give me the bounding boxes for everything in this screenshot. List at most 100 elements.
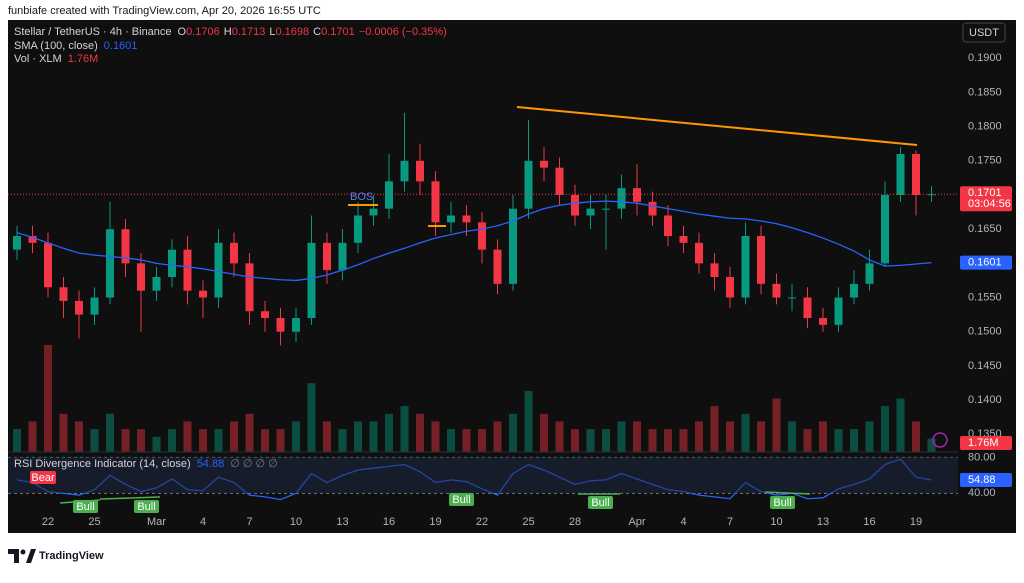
vol-name: Vol · XLM <box>14 53 62 65</box>
bull-badge <box>449 493 474 506</box>
candle-body <box>757 236 765 284</box>
candle-body <box>664 215 672 236</box>
volume-bar <box>710 406 719 452</box>
legend-sma: SMA (100, close) 0.1601 <box>14 40 137 52</box>
bull-badge <box>73 500 98 513</box>
candle-body <box>695 242 703 264</box>
c-value: 0.1701 <box>321 26 355 38</box>
countdown: 03:04:56 <box>968 198 1011 210</box>
volume-bar <box>819 421 827 452</box>
volume-bar <box>137 429 145 452</box>
candle-body <box>199 290 207 298</box>
candle-body <box>369 208 378 216</box>
candle-body <box>803 297 812 319</box>
y-tick-label: 0.1400 <box>968 394 1002 406</box>
bull-label: Bull <box>773 497 791 509</box>
candle-body <box>586 208 595 216</box>
candle-body <box>75 300 83 315</box>
currency: USDT <box>969 27 999 39</box>
l-label: L <box>269 26 275 38</box>
sma-line <box>16 200 932 282</box>
rsi-tick-label: 80.00 <box>968 451 996 463</box>
candle-body <box>28 236 37 243</box>
h-value: 0.1713 <box>232 26 266 38</box>
rsi-band <box>8 457 958 493</box>
candle-body <box>400 160 409 182</box>
volume-bar <box>245 413 254 452</box>
bull-label: Bull <box>137 501 155 513</box>
volume-bar <box>834 429 843 452</box>
y-tick-label: 0.1650 <box>968 223 1002 235</box>
volume-bar <box>385 413 393 452</box>
candle-body <box>509 208 517 284</box>
volume-bar <box>59 413 68 452</box>
candle-body <box>865 263 874 284</box>
volume-bar <box>772 398 781 452</box>
rsi-flags: ∅ ∅ ∅ ∅ <box>230 458 278 470</box>
candle-body <box>648 201 657 216</box>
alert-icon[interactable] <box>932 432 948 448</box>
volume-bar <box>602 429 610 452</box>
x-tick-label: Mar <box>147 516 166 528</box>
volume-bar <box>741 413 750 452</box>
volume-bar <box>152 436 161 452</box>
x-tick-label: 19 <box>429 516 441 528</box>
volume-bar <box>338 429 347 452</box>
y-tick-label: 0.1900 <box>968 52 1002 64</box>
candle-body <box>571 194 579 216</box>
h-label: H <box>224 26 232 38</box>
vol-value: 1.76M <box>68 53 99 65</box>
volume-bar <box>493 421 502 452</box>
x-tick-label: 16 <box>863 516 875 528</box>
x-tick-label: 16 <box>383 516 395 528</box>
candle-body <box>90 297 99 315</box>
volume-bar <box>757 421 765 452</box>
candle-body <box>307 242 316 319</box>
credit: funbiafe created with TradingView.com, A… <box>8 5 321 17</box>
rsi-tag-label: 54.88 <box>968 474 996 486</box>
candle-body <box>850 283 858 298</box>
candle-body <box>927 194 936 196</box>
volume-bar <box>307 383 316 452</box>
candle-body <box>261 311 269 319</box>
bull-badge <box>770 496 795 509</box>
volume-bar <box>416 413 424 452</box>
candle-body <box>524 160 533 209</box>
rsi-value: 54.88 <box>197 458 225 470</box>
y-tick-label: 0.1550 <box>968 291 1002 303</box>
candle-body <box>617 188 626 209</box>
volume-bar <box>633 421 641 452</box>
candle-body <box>726 277 734 298</box>
currency-box[interactable] <box>962 22 1006 43</box>
bull-badge <box>588 496 613 509</box>
logo-mark <box>26 549 36 563</box>
rsi-tag <box>960 472 1012 487</box>
volume-bar <box>447 429 455 452</box>
candle-body <box>881 194 889 264</box>
candle-body <box>462 215 471 223</box>
y-tick-label: 0.1500 <box>968 326 1002 338</box>
candle-body <box>106 229 114 298</box>
candle-body <box>896 153 905 195</box>
candle-body <box>493 249 502 284</box>
y-tick-label: 0.1850 <box>968 86 1002 98</box>
x-tick-label: 25 <box>522 516 534 528</box>
volume-bar <box>106 413 114 452</box>
x-tick-label: 4 <box>200 516 206 528</box>
volume-bar <box>648 429 657 452</box>
volume-bar <box>524 390 533 452</box>
x-tick-label: Apr <box>628 516 645 528</box>
candle-body <box>447 215 455 223</box>
candle-body <box>338 242 347 271</box>
x-tick-label: 22 <box>42 516 54 528</box>
volume-bar <box>44 345 52 452</box>
candle-body <box>912 153 920 195</box>
y-tick-label: 0.1800 <box>968 121 1002 133</box>
brand-logo <box>8 549 36 563</box>
bull-label: Bull <box>452 494 470 506</box>
volume-bar <box>912 421 920 452</box>
plot <box>8 112 958 501</box>
divergence-line <box>99 496 161 500</box>
l-value: 0.1698 <box>276 26 310 38</box>
